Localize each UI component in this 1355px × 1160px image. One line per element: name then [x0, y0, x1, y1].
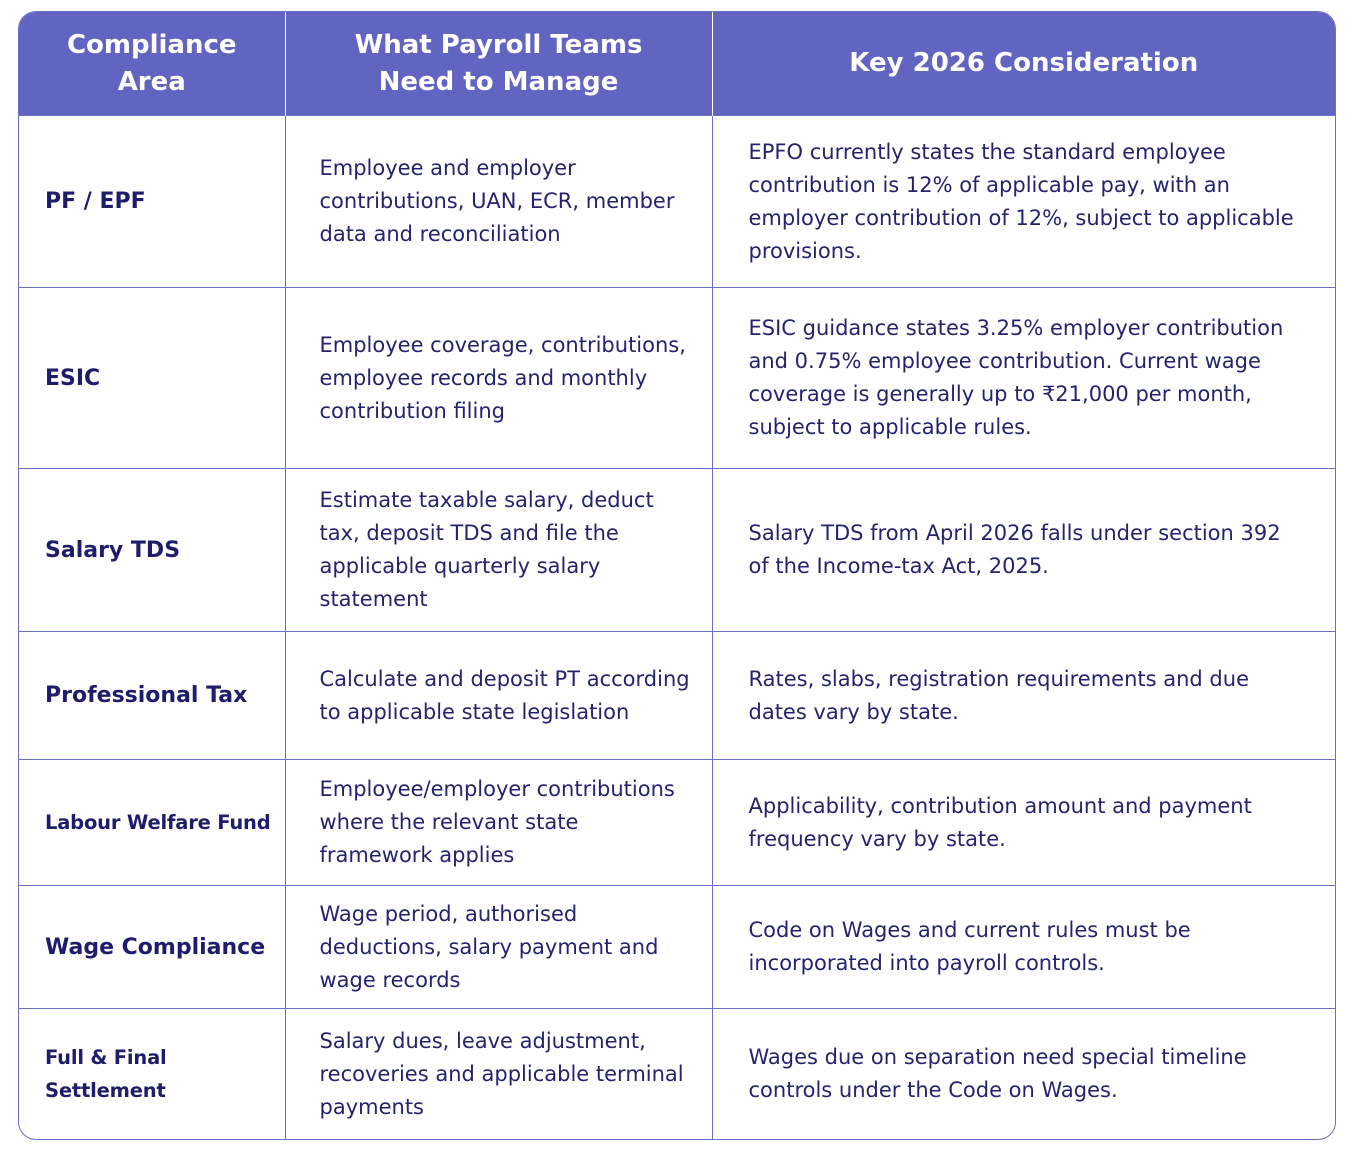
row-consideration: EPFO currently states the standard emplo…: [712, 115, 1335, 288]
table-row: ESIC Employee coverage, contributions, e…: [19, 287, 1335, 469]
table-row: Wage Compliance Wage period, authorised …: [19, 885, 1335, 1009]
row-consideration: ESIC guidance states 3.25% employer cont…: [712, 287, 1335, 469]
row-consideration: Wages due on separation need special tim…: [712, 1008, 1335, 1139]
row-manage: Salary dues, leave adjustment, recoverie…: [285, 1008, 713, 1139]
row-manage: Employee coverage, contributions, employ…: [285, 287, 713, 469]
row-manage: Estimate taxable salary, deduct tax, dep…: [285, 468, 713, 632]
row-consideration: Rates, slabs, registration requirements …: [712, 631, 1335, 760]
row-area: Full & Final Settlement: [19, 1008, 286, 1139]
table-row: Full & Final Settlement Salary dues, lea…: [19, 1008, 1335, 1139]
row-area: Professional Tax: [19, 631, 286, 760]
table-header-row: Compliance Area What Payroll Teams Need …: [19, 12, 1335, 116]
table-row: Labour Welfare Fund Employee/employer co…: [19, 759, 1335, 886]
row-manage: Employee and employer contributions, UAN…: [285, 115, 713, 288]
row-area: Labour Welfare Fund: [19, 759, 286, 886]
row-area: Wage Compliance: [19, 885, 286, 1009]
row-manage: Wage period, authorised deductions, sala…: [285, 885, 713, 1009]
compliance-table-container: Compliance Area What Payroll Teams Need …: [18, 11, 1336, 1140]
row-manage: Employee/employer contributions where th…: [285, 759, 713, 886]
row-consideration: Code on Wages and current rules must be …: [712, 885, 1335, 1009]
table-row: PF / EPF Employee and employer contribut…: [19, 115, 1335, 288]
compliance-table: Compliance Area What Payroll Teams Need …: [19, 12, 1335, 1139]
row-area: ESIC: [19, 287, 286, 469]
row-area: Salary TDS: [19, 468, 286, 632]
table-row: Salary TDS Estimate taxable salary, dedu…: [19, 468, 1335, 632]
header-key-consideration: Key 2026 Consideration: [712, 12, 1335, 116]
row-consideration: Salary TDS from April 2026 falls under s…: [712, 468, 1335, 632]
table-row: Professional Tax Calculate and deposit P…: [19, 631, 1335, 760]
row-area: PF / EPF: [19, 115, 286, 288]
row-consideration: Applicability, contribution amount and p…: [712, 759, 1335, 886]
header-what-to-manage: What Payroll Teams Need to Manage: [285, 12, 713, 116]
header-compliance-area: Compliance Area: [19, 12, 286, 116]
row-manage: Calculate and deposit PT according to ap…: [285, 631, 713, 760]
